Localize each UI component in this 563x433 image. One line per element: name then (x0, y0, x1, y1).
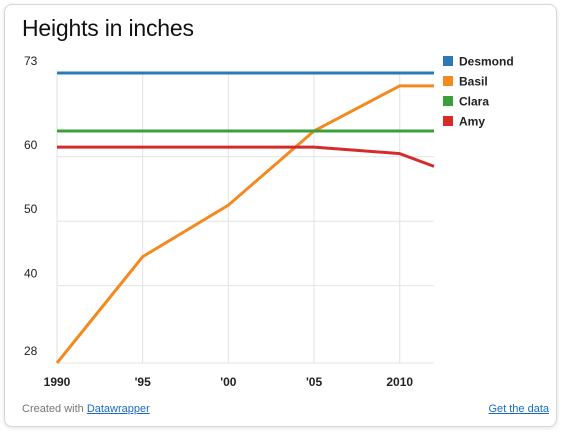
y-tick-label-28: 28 (24, 344, 38, 358)
legend-label-basil: Basil (459, 75, 488, 89)
grid-lines (56, 72, 434, 364)
x-tick-label-1995: '95 (135, 375, 152, 389)
x-tick-label-2010: 2010 (386, 375, 413, 389)
legend-swatch-clara (443, 96, 453, 106)
y-tick-label-73: 73 (24, 54, 38, 68)
series-line-basil (55, 84, 434, 364)
get-the-data-link[interactable]: Get the data (488, 403, 549, 415)
legend-item-amy[interactable]: Amy (443, 115, 485, 129)
series-lines (55, 71, 435, 364)
datawrapper-link[interactable]: Datawrapper (86, 403, 150, 415)
y-tick-label-60: 60 (24, 138, 38, 152)
credit-text: Created with Datawrapper (22, 403, 150, 415)
y-tick-label-50: 50 (24, 202, 38, 216)
legend-item-basil[interactable]: Basil (443, 75, 488, 89)
legend-swatch-basil (443, 76, 453, 86)
x-tick-label-2005: '05 (306, 375, 323, 389)
x-tick-label-2000: '00 (220, 375, 237, 389)
series-line-amy (57, 145, 435, 168)
credit-prefix: Created with (22, 403, 87, 415)
legend-swatch-desmond (443, 56, 453, 66)
legend-label-desmond: Desmond (459, 55, 514, 69)
legend-swatch-amy (443, 116, 453, 126)
chart-title: Heights in inches (22, 15, 194, 41)
x-axis-labels: 1990 '95 '00 '05 2010 (44, 375, 414, 389)
y-tick-label-40: 40 (24, 267, 38, 281)
y-axis-labels: 28 40 50 60 73 (24, 54, 38, 358)
legend[interactable]: Desmond Basil Clara Amy (443, 55, 514, 129)
legend-item-clara[interactable]: Clara (443, 95, 489, 109)
legend-label-amy: Amy (459, 115, 485, 129)
legend-label-clara: Clara (459, 95, 489, 109)
x-tick-label-1990: 1990 (44, 375, 71, 389)
legend-item-desmond[interactable]: Desmond (443, 55, 514, 69)
